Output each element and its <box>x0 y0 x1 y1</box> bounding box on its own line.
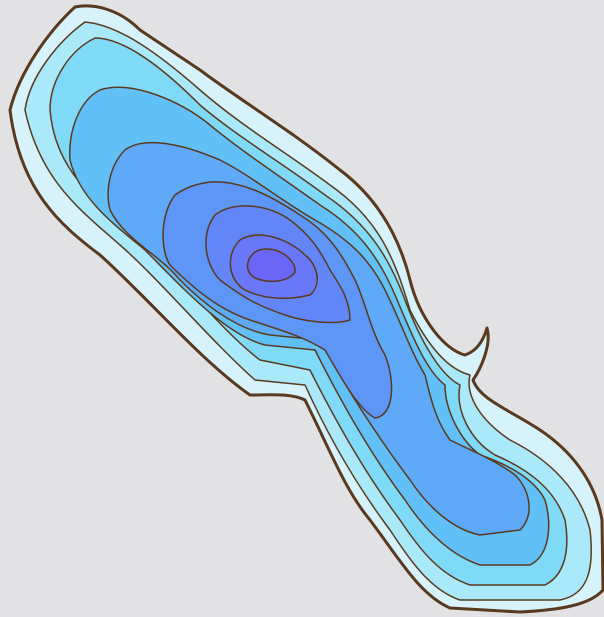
contour <box>246 248 296 283</box>
